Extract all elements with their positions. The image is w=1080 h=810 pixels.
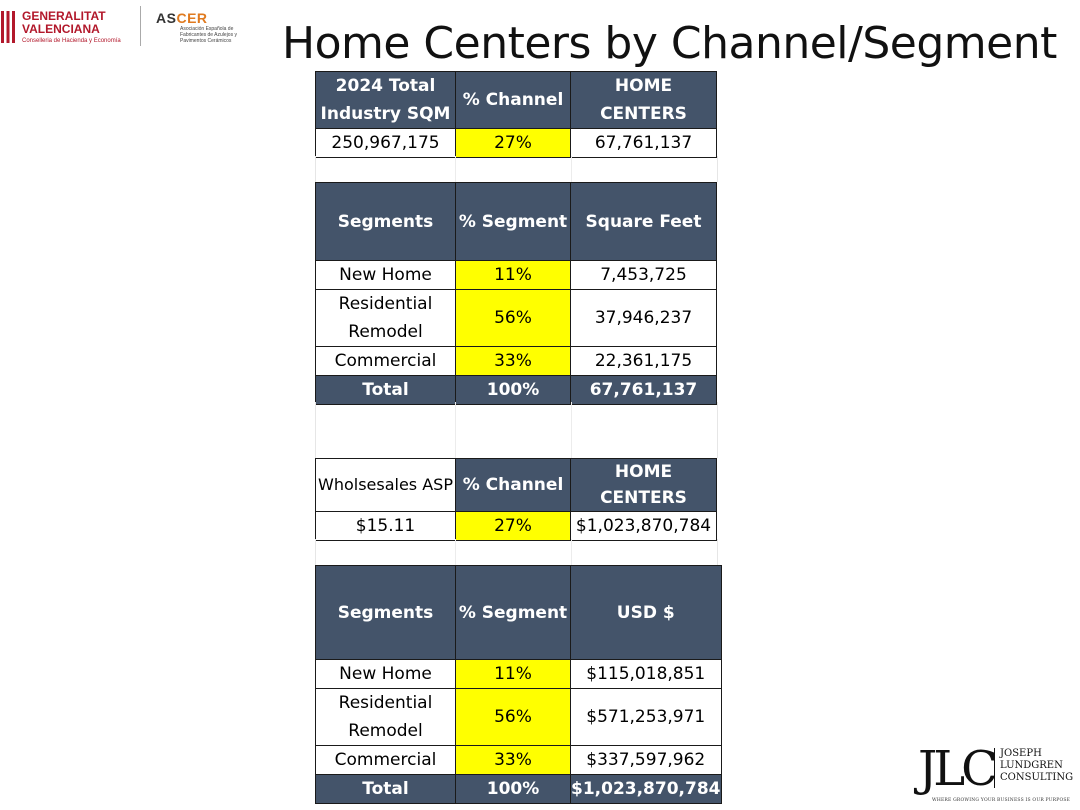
generalitat-name-line1: GENERALITAT [22,9,106,23]
cell-home-centers-sqm: 67,761,137 [570,128,717,158]
cell-percent-new-home: 11% [455,260,571,290]
cell-sqft-commercial: 22,361,175 [570,346,717,376]
spacer-grid [315,402,718,458]
cell-percent-commercial: 33% [455,346,571,376]
cell-segment-residential-remodel: Residential Remodel [315,688,456,746]
cell-usd-new-home: $115,018,851 [570,659,722,689]
table-row: Commercial 33% $337,597,962 [315,745,722,775]
cell-total-label: Total [315,774,456,804]
table-row: 250,967,175 27% 67,761,137 [315,128,717,158]
sqm-channel-table: 2024 Total Industry SQM % Channel HOME C… [315,71,717,158]
table-header-row: Segments % Segment USD $ [315,565,722,660]
spacer-grid [315,156,718,182]
header-usd: USD $ [570,565,722,660]
cell-percent-new-home: 11% [455,659,571,689]
cell-wholesales-asp: $15.11 [315,511,456,541]
header-percent-channel: % Channel [455,458,571,512]
generalitat-valenciana-logo: GENERALITAT VALENCIANA Conselleria de Ha… [0,8,140,48]
page-title: Home Centers by Channel/Segment [282,18,1057,69]
usd-segments-table: Segments % Segment USD $ New Home 11% $1… [315,565,722,804]
cell-percent-commercial: 33% [455,745,571,775]
table-row: New Home 11% 7,453,725 [315,260,717,290]
jlc-logo: JLC JOSEPH LUNDGREN CONSULTING WHERE GRO… [918,744,1078,806]
header-percent-segment: % Segment [455,182,571,261]
cell-sqft-residential-remodel: 37,946,237 [570,289,717,347]
cell-percent-residential-remodel: 56% [455,688,571,746]
cell-segment-new-home: New Home [315,260,456,290]
cell-usd-residential-remodel: $571,253,971 [570,688,722,746]
header-percent-channel: % Channel [455,71,571,129]
generalitat-shield-icon [0,10,16,44]
jlc-name-line2: LUNDGREN [1000,760,1063,771]
table-total-row: Total 100% 67,761,137 [315,375,717,405]
jlc-name-line1: JOSEPH [1000,748,1042,759]
header-percent-segment: % Segment [455,565,571,660]
cell-home-centers-usd: $1,023,870,784 [570,511,717,541]
cell-percent-channel: 27% [455,511,571,541]
jlc-tagline: WHERE GROWING YOUR BUSINESS IS OUR PURPO… [932,798,1071,803]
cell-total-usd: $1,023,870,784 [570,774,722,804]
header-total-industry-sqm: 2024 Total Industry SQM [315,71,456,129]
cell-segment-commercial: Commercial [315,346,456,376]
asp-channel-table: Wholsesales ASP % Channel HOME CENTERS $… [315,458,717,541]
header-wholesales-asp: Wholsesales ASP [315,458,456,512]
table-header-row: Segments % Segment Square Feet [315,182,717,261]
jlc-divider [994,748,995,788]
generalitat-subtitle: Conselleria de Hacienda y Economía [22,38,121,44]
header-home-centers: HOME CENTERS [570,458,717,512]
ascer-logo: ASCER Asociación Española de Fabricantes… [156,10,266,46]
cell-total-percent: 100% [455,774,571,804]
table-row: Commercial 33% 22,361,175 [315,346,717,376]
table-header-row: Wholsesales ASP % Channel HOME CENTERS [315,458,717,512]
table-row: New Home 11% $115,018,851 [315,659,722,689]
jlc-name-line3: CONSULTING [1000,772,1074,783]
cell-usd-commercial: $337,597,962 [570,745,722,775]
ascer-name-accent: CER [176,10,208,26]
cell-percent-channel: 27% [455,128,571,158]
jlc-monogram: JLC [918,741,998,797]
table-header-row: 2024 Total Industry SQM % Channel HOME C… [315,71,717,129]
cell-sqft-new-home: 7,453,725 [570,260,717,290]
cell-total-percent: 100% [455,375,571,405]
table-row: Residential Remodel 56% 37,946,237 [315,289,717,347]
cell-segment-new-home: New Home [315,659,456,689]
table-total-row: Total 100% $1,023,870,784 [315,774,722,804]
header-segments: Segments [315,565,456,660]
table-row: Residential Remodel 56% $571,253,971 [315,688,722,746]
header-home-centers: HOME CENTERS [570,71,717,129]
sqft-segments-table: Segments % Segment Square Feet New Home … [315,182,717,405]
ascer-subtitle: Asociación Española de Fabricantes de Az… [180,26,237,44]
header-segments: Segments [315,182,456,261]
header-square-feet: Square Feet [570,182,717,261]
cell-percent-residential-remodel: 56% [455,289,571,347]
spacer-grid [315,539,718,565]
cell-segment-commercial: Commercial [315,745,456,775]
ascer-name-prefix: AS [156,10,177,26]
cell-total-sqft: 67,761,137 [570,375,717,405]
cell-segment-residential-remodel: Residential Remodel [315,289,456,347]
table-row: $15.11 27% $1,023,870,784 [315,511,717,541]
cell-total-label: Total [315,375,456,405]
logo-divider [140,6,141,46]
generalitat-name-line2: VALENCIANA [22,22,100,36]
cell-total-industry-sqm: 250,967,175 [315,128,456,158]
